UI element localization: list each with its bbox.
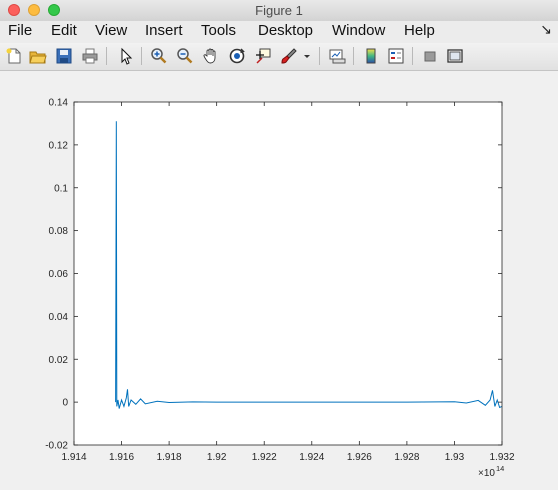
toolbar-separator: [106, 47, 107, 65]
x-tick-label: 1.93: [445, 452, 465, 463]
y-tick-label: 0.12: [49, 140, 69, 151]
insert-colorbar-icon[interactable]: [362, 47, 380, 65]
pan-hand-icon[interactable]: [202, 47, 220, 65]
menu-window[interactable]: Window: [332, 22, 386, 39]
insert-legend-icon[interactable]: [387, 47, 405, 65]
y-tick-label: 0: [62, 398, 68, 409]
show-plot-tools-icon[interactable]: [446, 47, 464, 65]
y-tick-label: 0.04: [49, 312, 69, 323]
y-tick-label: 0.06: [49, 269, 69, 280]
edit-plot-arrow-icon[interactable]: [117, 47, 135, 65]
x-exponent-power: 14: [496, 464, 504, 473]
y-tick-label: 0.14: [49, 98, 69, 109]
figure-toolbar: [0, 43, 558, 71]
y-tick-label: 0.1: [54, 183, 68, 194]
menu-bar: File Edit View Insert Tools Desktop Wind…: [0, 21, 558, 42]
save-icon[interactable]: [55, 47, 73, 65]
x-exponent-label: ×10: [478, 468, 495, 479]
x-tick-label: 1.928: [394, 452, 419, 463]
x-tick-label: 1.924: [299, 452, 324, 463]
toolbar-separator: [319, 47, 320, 65]
x-tick-label: 1.92: [207, 452, 227, 463]
series-line-0: [115, 121, 503, 409]
rotate-3d-icon[interactable]: [228, 47, 246, 65]
menu-desktop[interactable]: Desktop: [258, 22, 314, 39]
new-figure-icon[interactable]: [5, 47, 23, 65]
title-bar[interactable]: Figure 1: [0, 0, 558, 22]
data-cursor-icon[interactable]: [254, 47, 272, 65]
figure-canvas: 1.914 1.916 1.918 1.92 1.922 1.924 1.926 1.928 1…: [0, 71, 558, 490]
line-plot[interactable]: 1.914 1.916 1.918 1.92 1.922 1.924 1.926 1.928 1…: [0, 71, 558, 490]
brush-dropdown-icon[interactable]: [302, 47, 312, 65]
menu-help[interactable]: Help: [404, 22, 435, 39]
minimize-window-button[interactable]: [28, 4, 40, 16]
x-tick-label: 1.918: [157, 452, 182, 463]
menu-dock-arrow-icon[interactable]: ↘: [540, 21, 552, 37]
open-file-icon[interactable]: [29, 47, 47, 65]
x-tick-label: 1.926: [347, 452, 372, 463]
close-window-button[interactable]: [8, 4, 20, 16]
menu-edit[interactable]: Edit: [51, 22, 77, 39]
toolbar-separator: [353, 47, 354, 65]
x-tick-label: 1.916: [109, 452, 134, 463]
menu-tools[interactable]: Tools: [201, 22, 237, 39]
menu-file[interactable]: File: [8, 22, 33, 39]
menu-view[interactable]: View: [95, 22, 128, 39]
y-tick-label: 0.08: [49, 226, 69, 237]
link-plot-icon[interactable]: [328, 47, 346, 65]
zoom-in-icon[interactable]: [150, 47, 168, 65]
toolbar-separator: [412, 47, 413, 65]
hide-plot-tools-icon[interactable]: [421, 47, 439, 65]
menu-insert[interactable]: Insert: [145, 22, 183, 39]
x-tick-label: 1.914: [61, 452, 86, 463]
y-tick-label: 0.02: [49, 355, 69, 366]
axes-background: [74, 102, 502, 445]
print-icon[interactable]: [81, 47, 99, 65]
x-tick-label: 1.922: [252, 452, 277, 463]
y-tick-label: -0.02: [45, 441, 68, 452]
zoom-window-button[interactable]: [48, 4, 60, 16]
window-title: Figure 1: [255, 3, 303, 18]
brush-icon[interactable]: [280, 47, 298, 65]
x-tick-label: 1.932: [489, 452, 514, 463]
zoom-out-icon[interactable]: [176, 47, 194, 65]
toolbar-separator: [141, 47, 142, 65]
